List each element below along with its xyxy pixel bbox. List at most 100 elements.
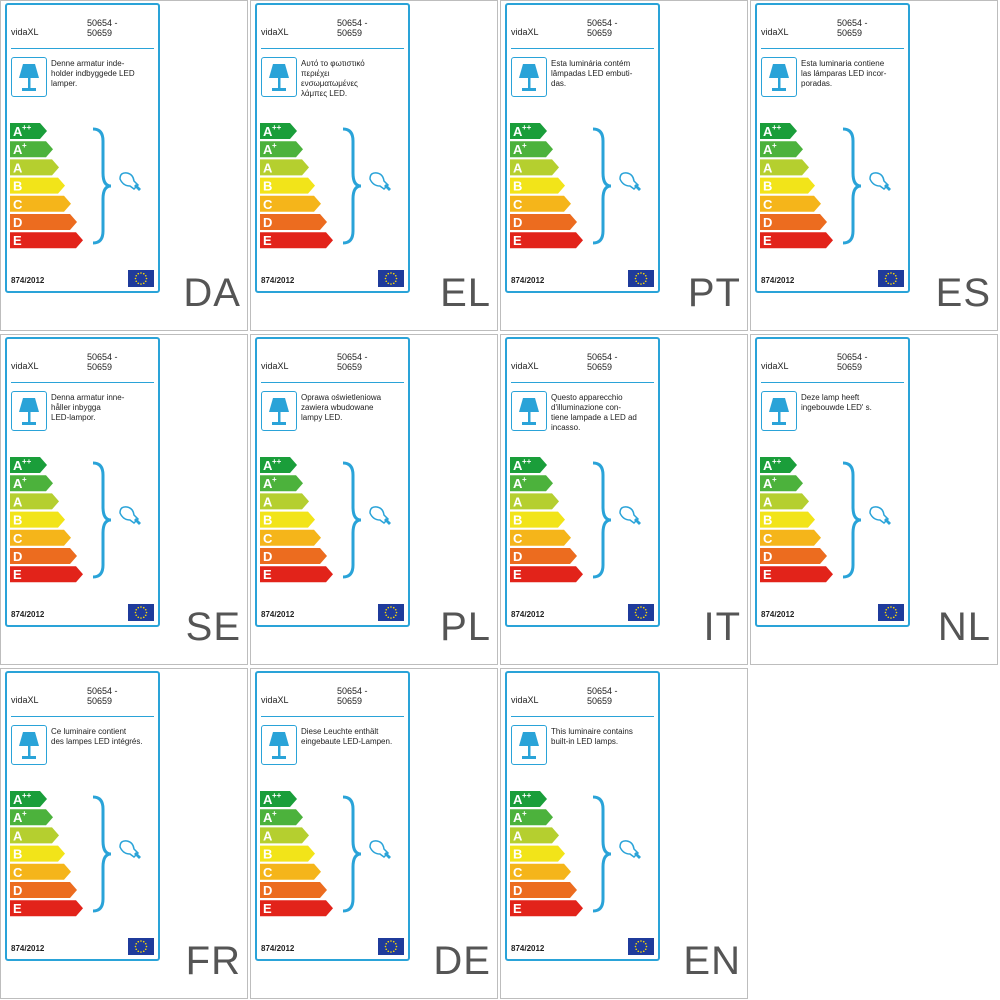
table-lamp-icon (19, 398, 39, 425)
model-line-1: 50654 - (587, 686, 618, 696)
model-line-2: 50659 (587, 362, 613, 372)
description-line: This luminaire contains (551, 727, 633, 736)
brand-name: vidaXL (261, 695, 289, 705)
eu-flag-icon (128, 604, 154, 621)
model-line-2: 50659 (337, 362, 363, 372)
energy-class-arrow-1: A + (510, 475, 553, 492)
energy-class-superscript: + (22, 475, 27, 484)
energy-class-arrow-1: A + (10, 475, 53, 492)
energy-label: vidaXL 50654 -50659 Denna armatur inne-hål… (5, 337, 160, 627)
curly-bracket (92, 795, 112, 913)
model-number: 50654 -50659 (337, 18, 368, 38)
regulation-number: 874/2012 (511, 276, 545, 285)
lamp-icon-box (11, 725, 47, 765)
description-line: lâmpadas LED embuti- (551, 69, 633, 78)
energy-class-letter: A (13, 828, 23, 843)
energy-class-letter: C (513, 865, 523, 880)
light-bulb-icon (369, 840, 391, 859)
description-line: λάμπες LED. (301, 89, 348, 98)
brand-name: vidaXL (11, 695, 39, 705)
energy-class-letter: C (13, 197, 23, 212)
energy-class-letter: A (263, 142, 273, 157)
eu-flag-icon (378, 938, 404, 955)
model-line-2: 50659 (837, 362, 863, 372)
energy-class-letter: A (513, 828, 523, 843)
energy-class-letter: D (13, 883, 22, 898)
energy-class-arrow-0: A ++ (510, 123, 547, 139)
energy-label: vidaXL 50654 -50659 This luminaire contain… (505, 671, 660, 961)
energy-class-arrow-3: B (760, 177, 815, 194)
energy-class-letter: E (263, 233, 272, 248)
table-lamp-icon (269, 64, 289, 91)
energy-class-superscript: + (522, 809, 527, 818)
energy-class-letter: E (13, 567, 22, 582)
energy-class-superscript: ++ (522, 457, 532, 466)
energy-class-letter: B (263, 179, 272, 194)
model-line-1: 50654 - (837, 18, 868, 28)
energy-class-arrow-5: D (10, 882, 77, 898)
energy-class-letter: E (513, 901, 522, 916)
energy-class-arrow-5: D (760, 548, 827, 564)
energy-class-letter: D (263, 549, 272, 564)
label-cell-el: vidaXL 50654 -50659 Αυτό το φωτιστικό περιέ… (250, 0, 498, 331)
model-line-2: 50659 (337, 28, 363, 38)
energy-label: vidaXL 50654 -50659 Diese Leuchte enthält e… (255, 671, 410, 961)
energy-class-arrow-5: D (760, 214, 827, 230)
energy-class-arrow-2: A (260, 827, 309, 844)
energy-class-arrow-6: E (510, 566, 583, 583)
energy-class-arrow-2: A (760, 493, 809, 510)
energy-label: vidaXL 50654 -50659 Esta luminaria contien… (755, 3, 910, 293)
curly-bracket (342, 127, 362, 245)
energy-class-letter: A (513, 458, 523, 473)
energy-class-arrow-0: A ++ (10, 791, 47, 807)
energy-class-letter: B (513, 513, 522, 528)
energy-class-arrow-4: C (760, 195, 821, 212)
description-line: lamper. (51, 79, 78, 88)
energy-class-superscript: ++ (522, 791, 532, 800)
model-line-2: 50659 (87, 362, 113, 372)
energy-label: vidaXL 50654 -50659 Questo apparecchio d'il… (505, 337, 660, 627)
description-line: ingebouwde LED' s. (801, 403, 872, 412)
header-divider (261, 382, 404, 383)
description-line: built-in LED lamps. (551, 737, 619, 746)
energy-class-arrow-1: A + (760, 475, 803, 492)
energy-class-arrow-4: C (10, 529, 71, 546)
energy-class-letter: A (763, 142, 773, 157)
energy-class-letter: A (263, 494, 273, 509)
description-line: Oprawa oświetleniowa (301, 393, 382, 402)
regulation-number: 874/2012 (761, 276, 795, 285)
description-text: Αυτό το φωτιστικό περιέχει ενσωματωμένες λά… (301, 59, 405, 99)
model-line-2: 50659 (837, 28, 863, 38)
lamp-icon-box (761, 57, 797, 97)
energy-class-superscript: ++ (272, 791, 282, 800)
energy-class-letter: E (263, 567, 272, 582)
light-bulb-icon (369, 506, 391, 525)
light-bulb-icon (619, 840, 641, 859)
curly-bracket (342, 461, 362, 579)
header-divider (761, 382, 904, 383)
label-cell-it: vidaXL 50654 -50659 Questo apparecchio d'il… (500, 334, 748, 665)
table-lamp-icon (269, 398, 289, 425)
language-code: PL (440, 605, 491, 649)
energy-class-letter: D (513, 215, 522, 230)
header-divider (11, 382, 154, 383)
brand-name: vidaXL (261, 27, 289, 37)
energy-class-letter: A (513, 494, 523, 509)
energy-class-letter: C (263, 531, 273, 546)
label-cell-en: vidaXL 50654 -50659 This luminaire contain… (500, 668, 748, 999)
description-line: ενσωματωμένες (301, 79, 358, 88)
description-text: Deze lamp heeft ingebouwde LED' s. (801, 393, 905, 413)
energy-class-letter: A (513, 124, 523, 139)
energy-class-arrow-2: A (510, 827, 559, 844)
regulation-number: 874/2012 (11, 610, 45, 619)
lamp-icon-box (11, 391, 47, 431)
energy-label: vidaXL 50654 -50659 Oprawa oświetleniowa za… (255, 337, 410, 627)
lamp-icon-box (261, 57, 297, 97)
lamp-icon-box (261, 725, 297, 765)
energy-class-letter: B (763, 513, 772, 528)
energy-class-arrow-2: A (760, 159, 809, 176)
